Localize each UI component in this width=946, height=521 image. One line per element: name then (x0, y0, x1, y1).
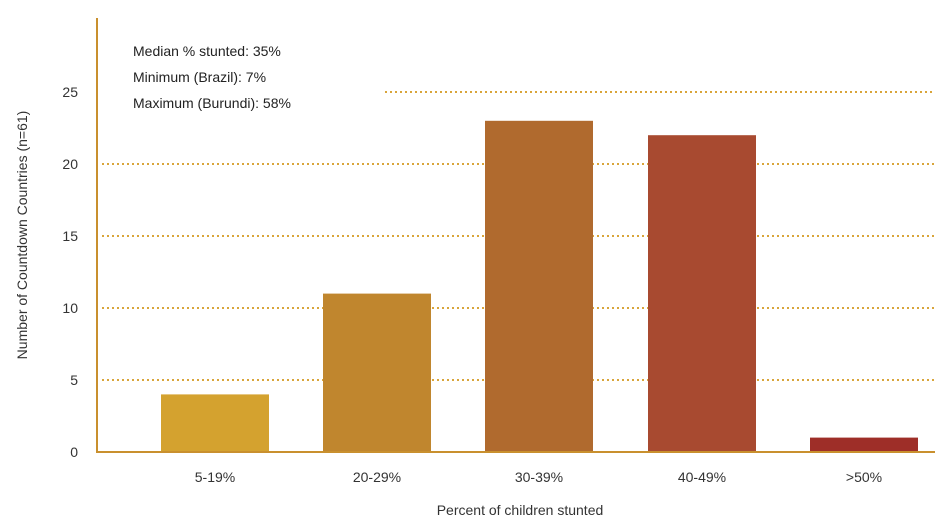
y-tick-label-0: 0 (70, 444, 78, 460)
y-tick-label-20: 20 (62, 156, 78, 172)
y-tick-label-25: 25 (62, 84, 78, 100)
y-axis-title: Number of Countdown Countries (n=61) (14, 111, 30, 360)
x-tick-label->50%: >50% (846, 469, 882, 485)
y-tick-label-5: 5 (70, 372, 78, 388)
bar-5-19% (161, 394, 269, 452)
x-tick-label-5-19%: 5-19% (195, 469, 235, 485)
bar-20-29% (323, 293, 431, 452)
annotation-line: Median % stunted: 35% (133, 43, 281, 59)
bar-30-39% (485, 120, 593, 453)
x-axis-title: Percent of children stunted (437, 502, 604, 518)
x-tick-label-40-49%: 40-49% (678, 469, 726, 485)
x-tick-labels: 5-19% 20-29% 30-39% 40-49% >50% (195, 469, 882, 485)
bar->50% (810, 437, 918, 452)
y-tick-labels: 0 5 10 15 20 25 (62, 84, 78, 460)
x-tick-label-30-39%: 30-39% (515, 469, 563, 485)
bars (161, 120, 918, 453)
y-tick-label-15: 15 (62, 228, 78, 244)
annotation-box: Median % stunted: 35% Minimum (Brazil): 7… (133, 43, 291, 111)
x-tick-label-20-29%: 20-29% (353, 469, 401, 485)
annotation-line: Minimum (Brazil): 7% (133, 69, 266, 85)
y-tick-label-10: 10 (62, 300, 78, 316)
annotation-line: Maximum (Burundi): 58% (133, 95, 291, 111)
axes (96, 18, 935, 453)
bar-40-49% (648, 135, 756, 452)
